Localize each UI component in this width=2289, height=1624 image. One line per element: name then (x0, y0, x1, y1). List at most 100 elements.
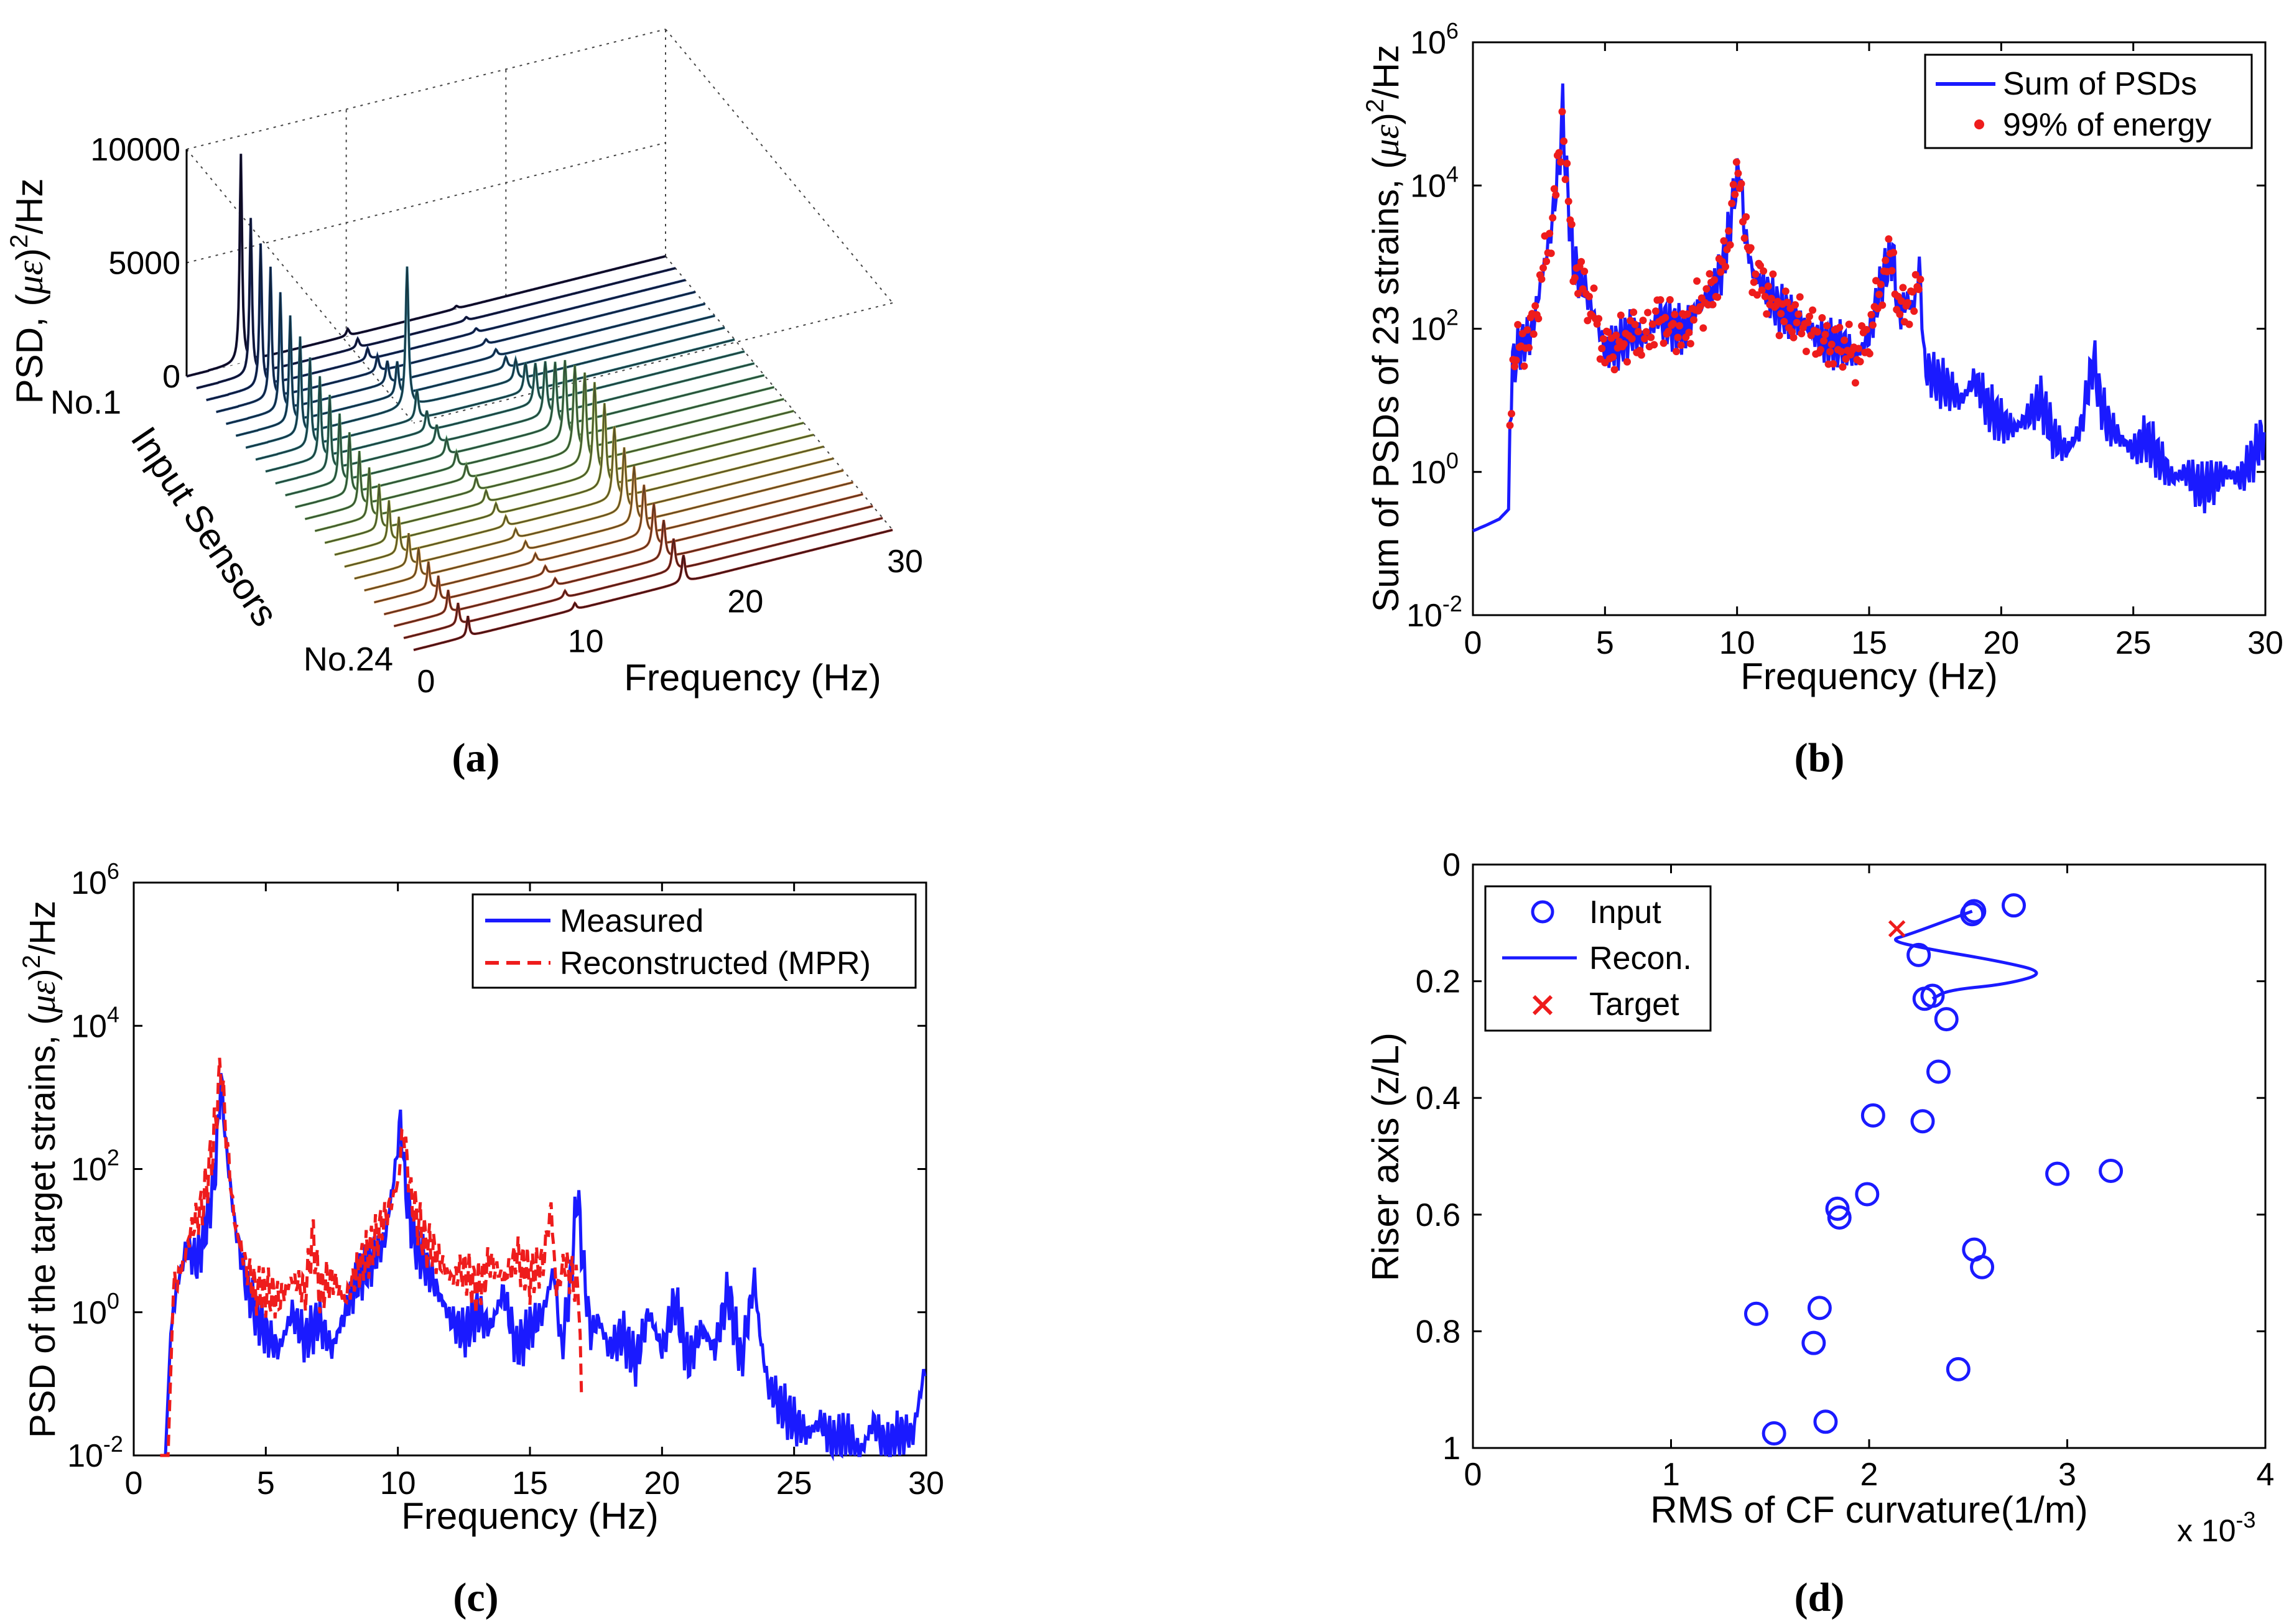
y-tick-label: 104 (71, 1001, 119, 1044)
panel-b-legend-box (1924, 53, 2253, 149)
energy-dot (1836, 323, 1844, 332)
energy-dot (1714, 293, 1722, 301)
energy-dot (1725, 227, 1733, 235)
energy-dot (1656, 296, 1665, 304)
energy-dot (1788, 328, 1796, 336)
energy-dot (1851, 379, 1859, 387)
x-tick-label: 5 (1596, 625, 1614, 661)
energy-dot (1612, 332, 1620, 339)
energy-dot (1757, 262, 1764, 269)
panel-a-waterfall-plot: 0 5000 10000 0 10 20 30 PSD, (με)2/Hz Input Se… (6, 29, 923, 781)
energy-dot (1777, 310, 1785, 318)
panel-d-legend: Input Recon. Target (1484, 885, 1712, 1032)
input-point (1801, 1330, 1826, 1355)
energy-dot (1791, 301, 1799, 309)
panel-b-legend-label-energy: 99% of energy (2003, 107, 2211, 143)
energy-dot (1796, 293, 1804, 301)
energy-dot (1753, 291, 1761, 299)
energy-dot (1666, 296, 1674, 304)
energy-dot (1685, 328, 1693, 336)
energy-dot (1508, 410, 1515, 418)
sensor-trace-outline (324, 382, 804, 544)
panel-a-caption: (a) (452, 735, 500, 781)
energy-dot (1793, 318, 1801, 327)
energy-dot (1885, 235, 1893, 243)
energy-dot (1752, 270, 1760, 278)
x-tick-label: 5 (257, 1465, 275, 1501)
energy-dot (1877, 281, 1885, 289)
panel-b-line-plot: 0 5 10 15 20 25 30 10-2 100 102 104 106 Frequency (… (1362, 18, 2283, 781)
panel-c-legend-box (471, 893, 917, 989)
sensor-trace-outline (364, 466, 844, 592)
energy-dot (1557, 158, 1564, 166)
energy-dot (1671, 310, 1679, 318)
energy-dot (1764, 282, 1772, 290)
energy-dot (1731, 190, 1739, 198)
input-point (1934, 1007, 1959, 1032)
sensor-trace-outline (374, 481, 853, 603)
energy-dot (1609, 353, 1617, 361)
trace-mask (226, 292, 705, 424)
panel-c-legend: Measured Reconstructed (MPR) (471, 893, 917, 989)
energy-dot (1729, 180, 1737, 188)
panel-b-x-axis-label: Frequency (Hz) (1740, 656, 1997, 697)
energy-dot (1641, 335, 1648, 343)
panel-c-y-axis-label: PSD of the target strains, (με)2/Hz (18, 901, 63, 1438)
energy-dot (1829, 360, 1837, 368)
z-tick-label: 10000 (90, 132, 180, 168)
energy-dot (1648, 320, 1656, 328)
input-point (1946, 1357, 1971, 1381)
energy-dot (1802, 348, 1810, 355)
energy-dot (1761, 292, 1769, 300)
energy-dot (1734, 169, 1742, 177)
grid-line (186, 142, 666, 264)
energy-dot (1867, 310, 1875, 318)
energy-dot (1809, 306, 1817, 314)
energy-dot (1888, 267, 1896, 275)
energy-dot (1674, 333, 1682, 341)
energy-dot (1841, 336, 1849, 344)
energy-dot (1882, 256, 1890, 264)
input-point (1960, 902, 1985, 927)
energy-dot (1650, 341, 1658, 349)
sensor-trace-outline (245, 266, 725, 449)
panel-d-y-axis-label: Riser axis (z/L) (1365, 1032, 1406, 1281)
energy-dot (1763, 310, 1771, 318)
panel-a-sensor-label-last: No.24 (304, 641, 393, 678)
box-edge (665, 29, 893, 304)
input-point (2002, 893, 2027, 918)
panel-b-legend-label-sum: Sum of PSDs (2003, 66, 2197, 102)
x-tick-label: 0 (1464, 1457, 1482, 1493)
trace-mask (275, 361, 754, 484)
energy-dot (1639, 317, 1647, 325)
sensor-trace-outline (186, 154, 666, 378)
panel-d-legend-label-recon: Recon. (1589, 940, 1692, 977)
y-tick-label: 106 (71, 858, 119, 901)
energy-dot (1543, 258, 1551, 266)
energy-dot (1790, 333, 1798, 341)
sensor-trace-outline (305, 365, 784, 520)
input-point (1970, 1255, 1995, 1279)
energy-dot (1826, 348, 1834, 356)
energy-dot (1709, 300, 1717, 309)
y-tick-label: 0 (1442, 847, 1460, 883)
energy-dot (1555, 149, 1563, 157)
energy-dot (1539, 264, 1547, 272)
energy-dot (1908, 288, 1916, 296)
x-tick-label: 2 (1860, 1457, 1878, 1493)
energy-dot (1506, 421, 1514, 429)
energy-dot (1911, 271, 1920, 279)
x-tick-label: 30 (908, 1465, 944, 1501)
sensor-trace-outline (196, 218, 676, 389)
sensor-trace-outline (344, 426, 824, 568)
energy-dot (1767, 294, 1775, 302)
panel-d-legend-marker-input (1531, 900, 1554, 924)
energy-dot (1676, 322, 1684, 330)
energy-dot (1634, 328, 1642, 336)
sensor-trace-outline (255, 338, 735, 461)
energy-dot (1875, 290, 1883, 299)
energy-dot (1823, 322, 1831, 330)
energy-dot (1783, 299, 1791, 307)
energy-dot (1595, 315, 1603, 323)
x-tick-label: 3 (2058, 1457, 2076, 1493)
